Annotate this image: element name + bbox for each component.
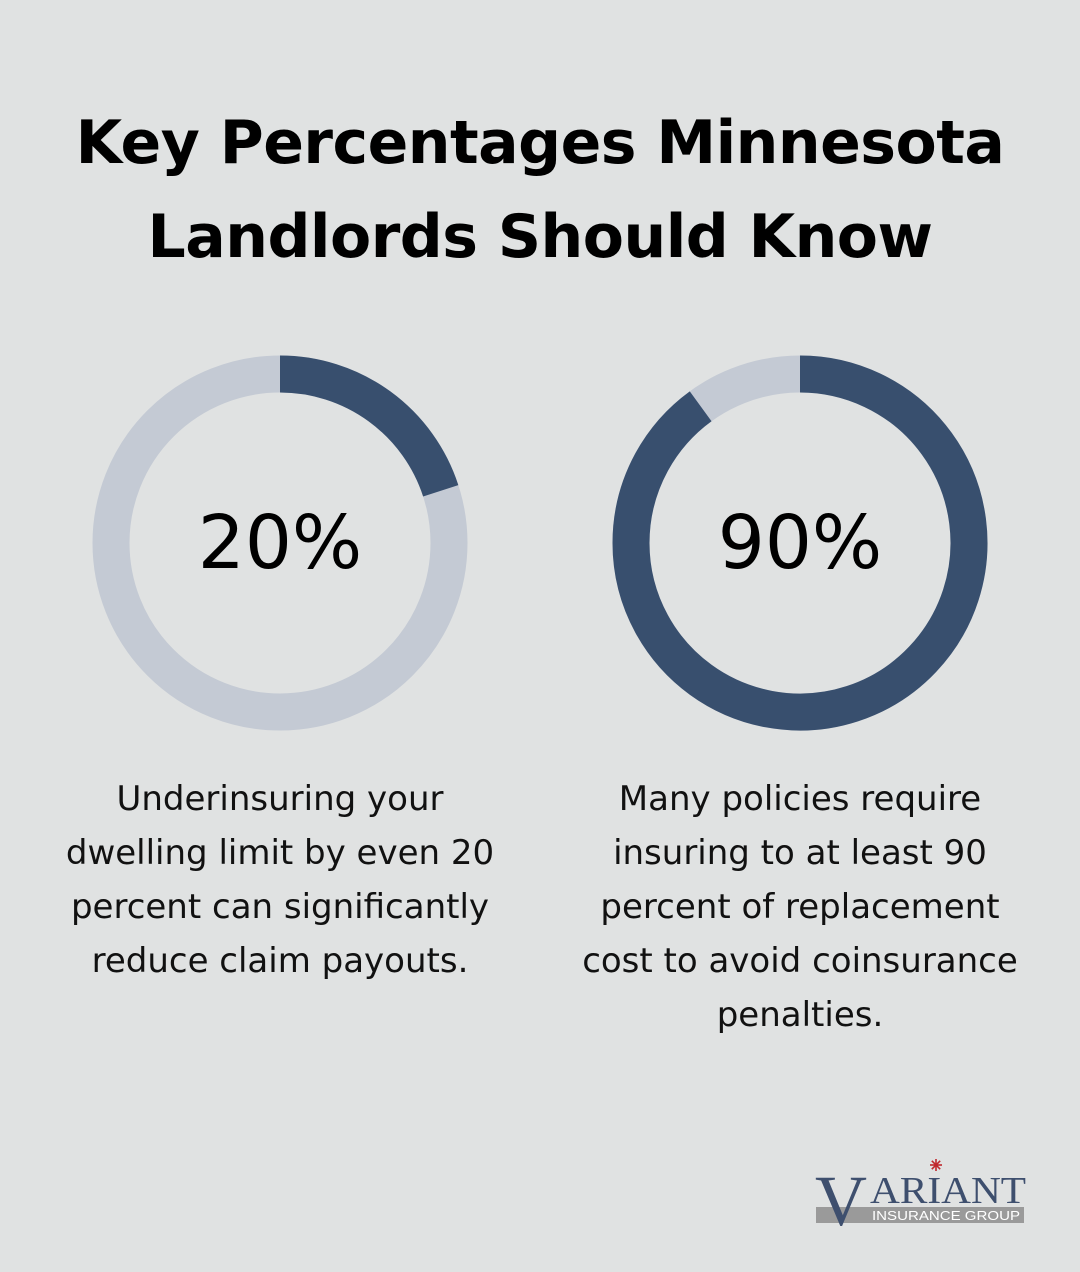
description-90: Many policies require insuring to at lea… xyxy=(560,772,1040,1042)
star-icon xyxy=(930,1159,942,1171)
description-line: dwelling limit by even 20 xyxy=(65,833,495,873)
title-line-1: Key Percentages Minnesota xyxy=(75,108,1005,178)
description-line: cost to avoid coinsurance xyxy=(582,941,1018,981)
description-line: percent of replacement xyxy=(600,887,1000,927)
logo-initial: V xyxy=(815,1161,867,1235)
donut-chart-20: 20% xyxy=(92,355,468,731)
donut-chart-svg xyxy=(612,355,988,731)
description-line: insuring to at least 90 xyxy=(613,833,987,873)
donut-value-label: 20% xyxy=(197,500,363,586)
description-line: Underinsuring your xyxy=(116,779,444,819)
company-logo: V ARIANT INSURANCE GROUP xyxy=(812,1155,1032,1241)
donut-chart-svg xyxy=(92,355,468,731)
logo-subtitle: INSURANCE GROUP xyxy=(872,1208,1020,1223)
logo-name: ARIANT xyxy=(870,1170,1026,1212)
donut-value-arc xyxy=(279,355,459,497)
title-line-2: Landlords Should Know xyxy=(147,202,933,272)
logo-band xyxy=(816,1207,1024,1223)
description-line: percent can significantly xyxy=(70,887,490,927)
donut-value-arc xyxy=(612,355,988,731)
description-20: Underinsuring your dwelling limit by eve… xyxy=(40,772,520,988)
logo-graphic: V ARIANT INSURANCE GROUP xyxy=(815,1159,1026,1241)
donut-chart-90: 90% xyxy=(612,355,988,731)
description-line: Many policies require xyxy=(618,779,982,819)
page-title: Key Percentages Minnesota Landlords Shou… xyxy=(0,96,1080,284)
description-line: penalties. xyxy=(716,995,884,1035)
description-line: reduce claim payouts. xyxy=(91,941,469,981)
donut-value-label: 90% xyxy=(717,500,883,586)
